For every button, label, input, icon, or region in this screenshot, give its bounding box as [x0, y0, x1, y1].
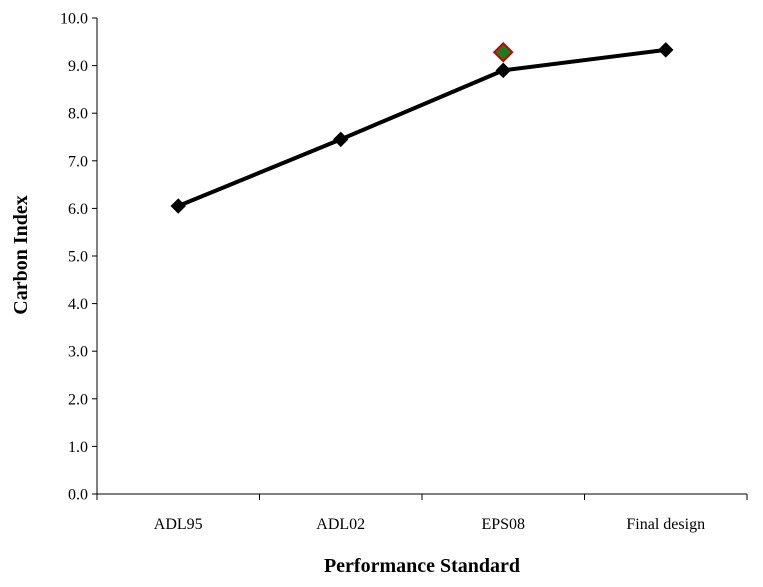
y-tick-label: 6.0: [68, 201, 88, 218]
markers: [170, 41, 674, 214]
data-point-marker: [495, 62, 511, 79]
x-tick-label: EPS08: [481, 516, 525, 533]
y-tick-label: 9.0: [68, 58, 88, 75]
data-point-marker: [333, 131, 349, 148]
x-tick-label: Final design: [626, 516, 705, 533]
series-line: [177, 47, 666, 208]
x-tick-label: ADL02: [316, 516, 365, 533]
y-tick-label: 5.0: [68, 249, 88, 266]
y-axis-title: Carbon Index: [10, 195, 32, 314]
x-tick-label: ADL95: [154, 516, 203, 533]
y-tick-label: 3.0: [68, 344, 88, 361]
y-tick-label: 10.0: [60, 11, 88, 28]
data-point-marker: [170, 198, 186, 214]
axes: [96, 18, 747, 495]
y-tick-label: 7.0: [68, 153, 88, 170]
y-tick-label: 8.0: [68, 106, 88, 123]
y-tick-label: 1.0: [68, 439, 88, 456]
series: [177, 47, 666, 208]
y-tick-label: 4.0: [68, 296, 88, 313]
data-point-marker: [658, 42, 674, 58]
y-tick-label: 2.0: [68, 391, 88, 408]
ticks: 0.0 1.0 2.0 3.0 4.0 5.0 6.0 7.0 8.0 9.0 10.0 ADL95 A…: [60, 11, 748, 533]
x-axis-title: Performance Standard: [324, 555, 520, 577]
highlight-point-marker: [492, 41, 514, 63]
y-tick-label: 0.0: [68, 487, 88, 504]
